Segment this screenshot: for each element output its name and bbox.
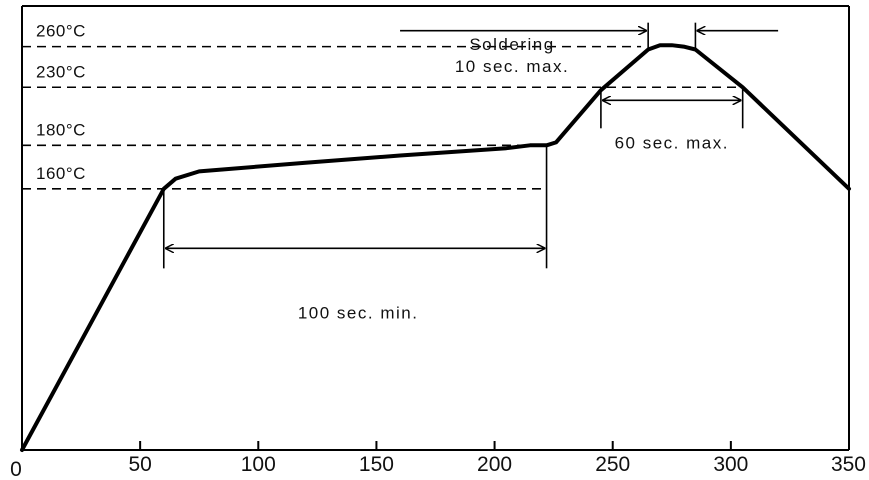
temperature-profile-line bbox=[20, 43, 851, 452]
x-tick-label: 350 bbox=[831, 453, 866, 476]
reference-line-label: 160°C bbox=[36, 164, 86, 183]
x-tick-label: 100 bbox=[241, 453, 276, 476]
duration-label: 60 sec. max. bbox=[615, 133, 729, 152]
reference-line-label: 180°C bbox=[36, 120, 86, 139]
x-tick-label: 50 bbox=[128, 453, 151, 476]
reference-line-label: 260°C bbox=[36, 22, 86, 41]
x-tick-label: 0 bbox=[10, 458, 22, 480]
soldering-label: 10 sec. max. bbox=[455, 57, 569, 76]
x-tick-label: 150 bbox=[359, 453, 394, 476]
reference-line-label: 230°C bbox=[36, 62, 86, 81]
soldering-label: Soldering bbox=[469, 35, 554, 54]
x-tick-label: 250 bbox=[595, 453, 630, 476]
duration-label: 100 sec. min. bbox=[298, 303, 419, 322]
x-tick-label: 300 bbox=[713, 453, 748, 476]
x-tick-label: 200 bbox=[477, 453, 512, 476]
